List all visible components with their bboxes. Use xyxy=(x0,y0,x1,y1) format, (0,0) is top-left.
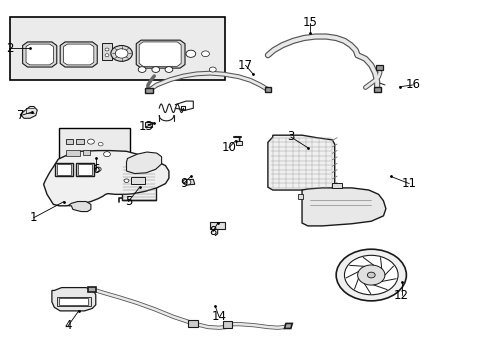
Polygon shape xyxy=(76,139,83,144)
Polygon shape xyxy=(302,188,385,226)
Polygon shape xyxy=(331,183,341,188)
Text: 17: 17 xyxy=(238,59,252,72)
Circle shape xyxy=(103,152,110,157)
Polygon shape xyxy=(267,135,334,190)
Circle shape xyxy=(335,249,406,301)
Text: 16: 16 xyxy=(405,78,419,91)
Circle shape xyxy=(164,67,172,72)
Circle shape xyxy=(366,272,374,278)
Text: 1: 1 xyxy=(30,211,38,224)
Text: 5: 5 xyxy=(124,195,132,208)
Circle shape xyxy=(185,50,195,57)
Polygon shape xyxy=(264,87,271,92)
Polygon shape xyxy=(76,163,94,176)
Polygon shape xyxy=(57,297,91,306)
Polygon shape xyxy=(20,107,37,118)
Polygon shape xyxy=(43,150,168,206)
Polygon shape xyxy=(139,42,181,66)
Circle shape xyxy=(138,67,146,72)
Circle shape xyxy=(98,142,103,146)
Polygon shape xyxy=(82,150,90,155)
Polygon shape xyxy=(65,139,73,144)
Circle shape xyxy=(344,255,397,295)
Text: 9: 9 xyxy=(180,177,187,190)
Polygon shape xyxy=(188,320,198,327)
Text: 4: 4 xyxy=(64,319,72,332)
Polygon shape xyxy=(145,88,153,93)
Polygon shape xyxy=(78,164,92,175)
Circle shape xyxy=(105,54,109,57)
Circle shape xyxy=(105,48,109,51)
Polygon shape xyxy=(88,287,96,292)
Text: 13: 13 xyxy=(138,121,153,134)
Polygon shape xyxy=(52,288,96,311)
Polygon shape xyxy=(131,177,144,184)
Polygon shape xyxy=(63,44,94,65)
Text: 2: 2 xyxy=(6,41,13,54)
Polygon shape xyxy=(69,202,91,212)
Polygon shape xyxy=(60,42,97,67)
Text: 10: 10 xyxy=(221,141,236,154)
Bar xyxy=(59,128,130,160)
Polygon shape xyxy=(136,40,184,68)
Polygon shape xyxy=(55,163,73,176)
Polygon shape xyxy=(26,44,53,65)
Circle shape xyxy=(357,265,384,285)
Text: 11: 11 xyxy=(401,177,416,190)
Circle shape xyxy=(201,51,209,57)
Text: 12: 12 xyxy=(393,289,408,302)
Polygon shape xyxy=(183,179,194,185)
Polygon shape xyxy=(59,298,88,305)
Polygon shape xyxy=(210,222,224,229)
Polygon shape xyxy=(145,122,152,127)
Circle shape xyxy=(183,179,190,185)
Circle shape xyxy=(115,49,128,58)
Text: 15: 15 xyxy=(302,17,317,30)
Bar xyxy=(10,17,224,80)
Circle shape xyxy=(95,167,101,171)
Circle shape xyxy=(124,179,129,183)
Text: 8: 8 xyxy=(209,225,216,238)
Circle shape xyxy=(111,45,132,61)
Text: 7: 7 xyxy=(18,109,25,122)
Polygon shape xyxy=(236,141,242,145)
Polygon shape xyxy=(284,323,292,328)
Polygon shape xyxy=(298,194,303,199)
Polygon shape xyxy=(65,150,80,156)
Polygon shape xyxy=(122,164,156,200)
Polygon shape xyxy=(375,65,382,69)
Polygon shape xyxy=(373,87,380,93)
Circle shape xyxy=(152,67,159,72)
Circle shape xyxy=(209,67,216,72)
Polygon shape xyxy=(57,164,71,175)
Text: 14: 14 xyxy=(211,310,226,324)
Text: 6: 6 xyxy=(92,163,100,176)
Polygon shape xyxy=(22,42,57,67)
Text: 3: 3 xyxy=(286,130,294,144)
Polygon shape xyxy=(222,321,232,328)
Circle shape xyxy=(87,139,94,144)
Bar xyxy=(102,42,112,60)
Polygon shape xyxy=(126,152,161,174)
